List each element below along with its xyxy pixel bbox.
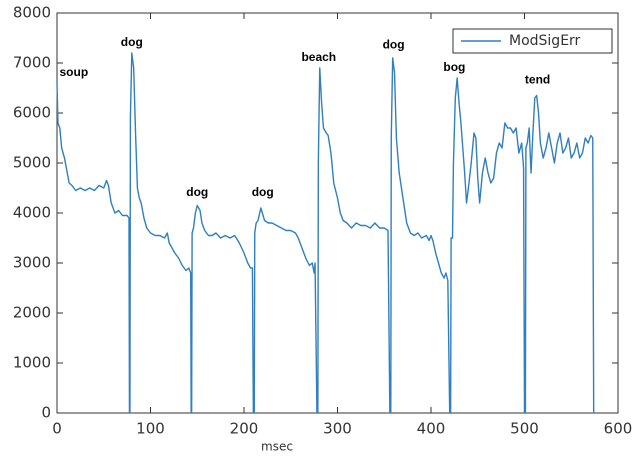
x-axis-label: msec — [261, 440, 293, 454]
y-tick-label: 3000 — [13, 254, 51, 272]
y-tick-label: 2000 — [13, 304, 51, 322]
x-tick-label: 100 — [136, 420, 165, 438]
y-tick-label: 0 — [41, 404, 51, 422]
y-tick-label: 6000 — [13, 104, 51, 122]
annotation: tend — [525, 73, 550, 87]
annotation: soup — [59, 65, 88, 79]
annotation: dog — [186, 185, 208, 199]
annotation: dog — [383, 38, 405, 52]
x-tick-label: 200 — [230, 420, 259, 438]
data-line — [56, 52, 595, 414]
x-tick-label: 0 — [52, 420, 62, 438]
x-tick-label: 600 — [604, 420, 633, 438]
y-tick-label: 4000 — [13, 204, 51, 222]
legend-label: ModSigErr — [509, 33, 581, 49]
y-tick-label: 1000 — [13, 354, 51, 372]
x-tick-label: 500 — [510, 420, 539, 438]
y-tick-label: 7000 — [13, 54, 51, 72]
annotation: bog — [443, 60, 465, 74]
y-tick-label: 5000 — [13, 154, 51, 172]
annotation: dog — [121, 35, 143, 49]
y-tick-label: 8000 — [13, 4, 51, 22]
annotation: dog — [252, 185, 274, 199]
annotation: beach — [301, 50, 336, 64]
x-tick-label: 300 — [323, 420, 352, 438]
x-tick-label: 400 — [417, 420, 446, 438]
